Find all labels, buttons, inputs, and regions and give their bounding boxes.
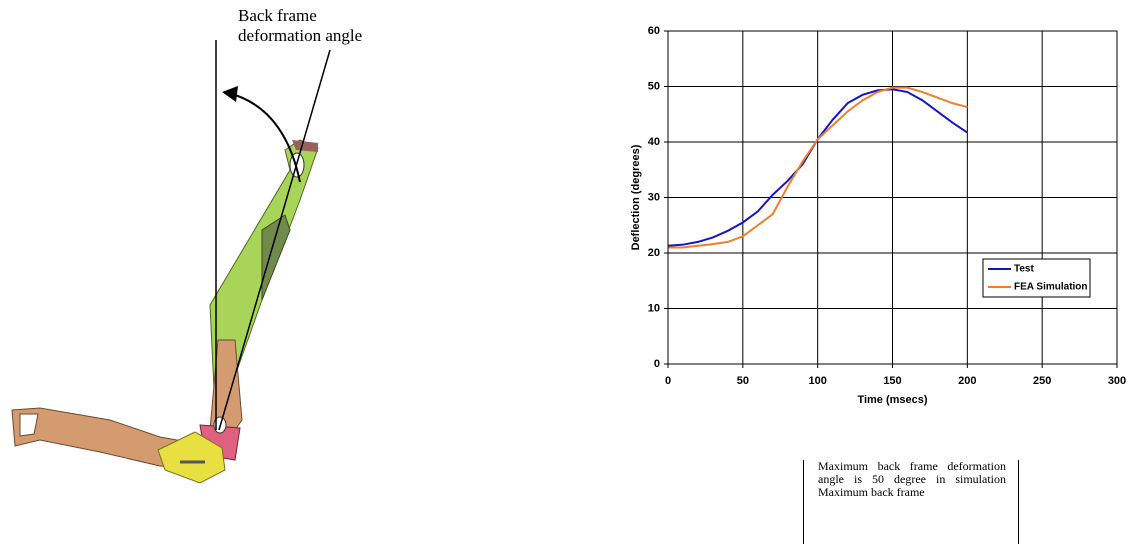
legend-label: FEA Simulation — [1014, 282, 1088, 293]
angle-label: Back frame deformation angle — [238, 6, 388, 46]
y-tick-label: 60 — [648, 25, 660, 37]
y-tick-label: 10 — [648, 302, 660, 314]
y-tick-label: 30 — [648, 191, 660, 203]
x-tick-label: 50 — [737, 375, 749, 387]
x-tick-label: 100 — [808, 375, 826, 387]
y-tick-label: 50 — [648, 80, 660, 92]
note-text: Maximum back frame deformation angle is … — [803, 460, 1019, 544]
x-axis-title: Time (msecs) — [857, 394, 927, 406]
seat-frame-diagram — [12, 40, 330, 483]
x-tick-label: 0 — [665, 375, 671, 387]
y-tick-label: 40 — [648, 136, 660, 148]
x-tick-label: 200 — [958, 375, 976, 387]
x-tick-label: 150 — [883, 375, 901, 387]
x-tick-label: 250 — [1033, 375, 1051, 387]
y-axis-title: Deflection (degrees) — [630, 144, 642, 250]
y-tick-label: 0 — [654, 358, 660, 370]
x-tick-label: 300 — [1108, 375, 1126, 387]
legend-label: Test — [1014, 264, 1034, 275]
y-tick-label: 20 — [648, 247, 660, 259]
page: 0 10 20 30 40 50 60 0 50 100 150 200 250 300 Time (mse… — [0, 0, 1130, 544]
